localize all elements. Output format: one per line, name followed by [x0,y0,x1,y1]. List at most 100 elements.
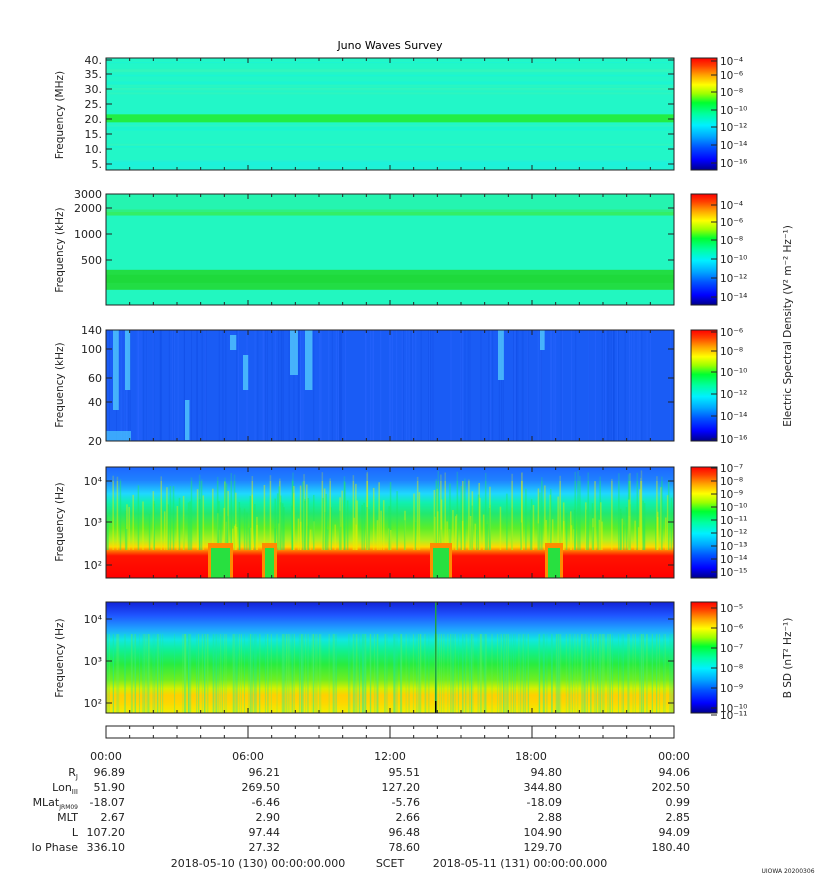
noise-line [312,634,314,713]
noise-line [550,330,552,441]
noise-line [559,475,561,550]
noise-line [233,474,236,550]
noise-line [430,330,432,441]
noise-line [521,472,523,550]
time-tick-label: 12:00 [374,750,406,763]
noise-line [153,330,155,441]
noise-line [143,634,145,713]
ephemeris-label: Io Phase [32,841,79,854]
y-tick-label: 10⁴ [84,613,103,626]
noise-line [299,330,301,441]
noise-line [123,330,125,441]
noise-line [174,634,176,713]
wave-burst [106,431,131,441]
noise-line [416,634,418,713]
noise-line [403,520,406,550]
noise-line [511,507,513,550]
noise-line [622,634,624,713]
noise-line [503,634,505,713]
noise-line [461,634,463,713]
noise-line [320,330,322,441]
noise-line [612,330,614,441]
noise-line [608,634,610,713]
noise-line [300,634,302,713]
noise-line [218,330,220,441]
noise-line [443,634,445,713]
noise-line [352,475,355,550]
noise-line [450,634,452,713]
noise-line [201,634,203,713]
noise-line [315,634,317,713]
noise-line [455,514,458,550]
noise-line [128,506,130,550]
ephemeris-value: 96.48 [389,826,421,839]
noise-line [160,330,162,441]
noise-line [601,521,603,550]
noise-line [313,521,315,550]
ephemeris-value: -18.09 [527,796,562,809]
noise-line [414,522,417,550]
noise-line [609,330,611,441]
noise-line [331,330,333,441]
ephemeris-value: 202.50 [652,781,691,794]
y-tick-label: 1000 [74,228,102,241]
noise-line [613,330,615,441]
colorbar-tick-label: 10⁻¹¹ [720,515,747,527]
noise-line [216,634,218,713]
noise-line [464,634,466,713]
band [106,125,674,127]
y-tick-label: 3000 [74,188,102,201]
spectrogram-background [106,58,674,170]
noise-line [497,634,499,713]
noise-line [527,330,529,441]
noise-line [389,481,392,550]
ephemeris-value: 96.89 [94,766,126,779]
noise-line [502,330,504,441]
noise-line [124,634,126,713]
colorbar-tick-label: 10⁻⁷ [720,463,743,475]
noise-line [237,330,239,441]
noise-line [583,634,585,713]
colorbar-tick-label: 10⁻⁵ [720,603,743,615]
noise-line [538,634,540,713]
noise-line [471,634,473,713]
noise-line [292,634,294,713]
noise-line [120,330,122,441]
colorbar-tick-label: 10⁻¹⁰ [720,703,747,715]
noise-line [217,509,219,550]
noise-line [637,527,640,550]
time-tick-label: 06:00 [232,750,264,763]
y-tick-label: 10. [85,143,103,156]
noise-line [470,634,472,713]
subscript: JRM09 [58,804,78,811]
noise-line [322,497,324,550]
y-tick-label: 20. [85,113,103,126]
noise-line [278,330,280,441]
noise-line [240,634,242,713]
colorbar [690,57,718,171]
noise-line [354,634,356,713]
noise-line [416,476,419,550]
noise-line [269,475,272,550]
noise-line [107,523,109,550]
colorbar-tick-label: 10⁻⁹ [720,683,743,695]
noise-line [643,503,646,550]
noise-line [246,512,248,550]
noise-line [580,634,582,713]
noise-line [281,330,283,441]
noise-line [460,330,462,441]
ephemeris-value: 180.40 [652,841,691,854]
noise-line [656,511,659,550]
noise-line [232,528,234,550]
noise-line [125,528,128,550]
colorbar-tick-label: 10⁻⁸ [720,235,743,247]
noise-line [425,634,427,713]
wave-burst [185,400,190,440]
spike [435,602,437,713]
noise-line [226,515,229,550]
noise-line [388,505,390,550]
noise-line [196,489,199,550]
colorbar [690,601,718,714]
footer-end: 2018-05-11 (131) 00:00:00.000 [433,857,607,870]
colorbar-tick-label: 10⁻¹² [720,389,747,401]
